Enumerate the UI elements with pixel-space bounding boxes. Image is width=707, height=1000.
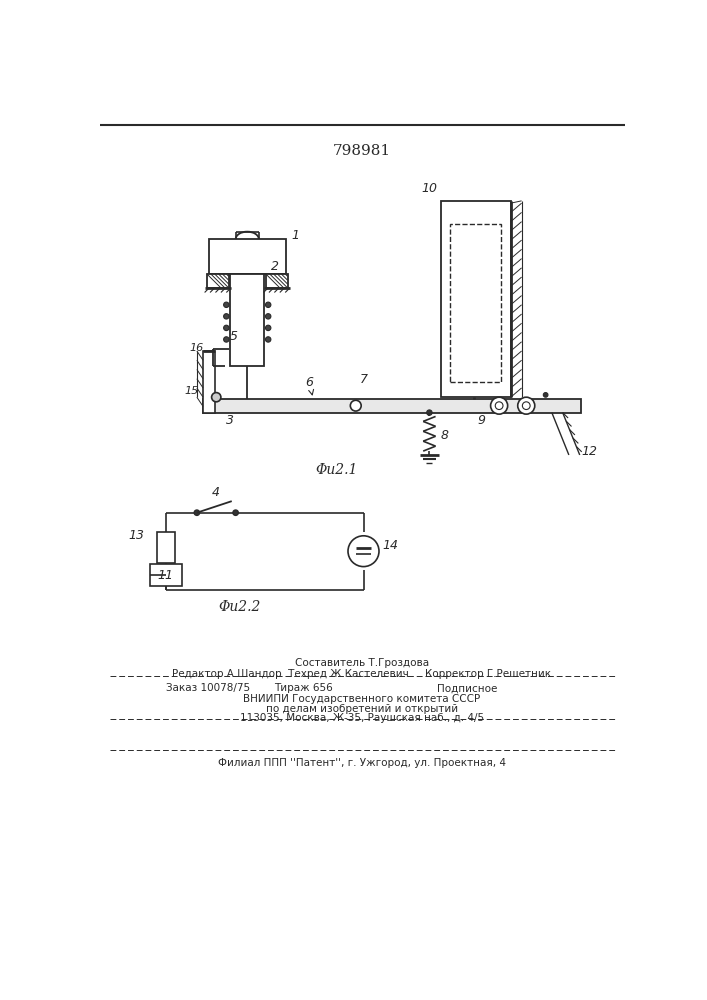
Circle shape: [233, 510, 238, 515]
Circle shape: [518, 397, 534, 414]
Text: Тираж 656: Тираж 656: [274, 683, 333, 693]
Text: Подписное: Подписное: [437, 683, 498, 693]
Text: 9: 9: [477, 414, 486, 427]
Text: 6: 6: [305, 376, 314, 395]
Text: по делам изобретений и открытий: по делам изобретений и открытий: [266, 704, 458, 714]
Circle shape: [522, 402, 530, 410]
Text: 5: 5: [230, 330, 238, 343]
Text: 4: 4: [212, 486, 221, 499]
Bar: [209, 239, 286, 274]
Circle shape: [348, 536, 379, 567]
Bar: [150, 564, 182, 586]
Circle shape: [265, 314, 271, 319]
Text: 2: 2: [271, 260, 279, 273]
Circle shape: [223, 325, 229, 331]
Text: 8: 8: [440, 429, 448, 442]
Bar: [203, 351, 215, 413]
Text: Филиал ППП ''Патент'', г. Ужгород, ул. Проектная, 4: Филиал ППП ''Патент'', г. Ужгород, ул. П…: [218, 758, 506, 768]
Circle shape: [223, 314, 229, 319]
Text: 7: 7: [360, 373, 368, 386]
Circle shape: [223, 337, 229, 342]
Text: 1: 1: [291, 229, 300, 242]
Circle shape: [426, 410, 432, 415]
Text: ВНИИПИ Государственного комитета СССР: ВНИИПИ Государственного комитета СССР: [243, 694, 481, 704]
Text: 12: 12: [581, 445, 597, 458]
Bar: [207, 274, 228, 288]
Bar: [156, 532, 175, 563]
Text: 14: 14: [382, 539, 398, 552]
Text: 10: 10: [421, 182, 437, 195]
Bar: [441, 201, 510, 397]
Circle shape: [265, 325, 271, 331]
Circle shape: [351, 400, 361, 411]
Text: 798981: 798981: [333, 144, 391, 158]
Bar: [203, 399, 580, 413]
Circle shape: [265, 337, 271, 342]
Circle shape: [194, 510, 199, 515]
Text: Φu2.1: Φu2.1: [315, 463, 358, 477]
Bar: [450, 224, 501, 382]
Text: 16: 16: [189, 343, 204, 353]
Circle shape: [491, 397, 508, 414]
Text: 13: 13: [128, 529, 144, 542]
Text: Составитель Т.Гроздова: Составитель Т.Гроздова: [295, 658, 429, 668]
Circle shape: [543, 393, 548, 397]
Bar: [266, 274, 288, 288]
Text: 15: 15: [185, 386, 199, 396]
Text: Заказ 10078/75: Заказ 10078/75: [166, 683, 250, 693]
Bar: [230, 274, 264, 366]
Circle shape: [495, 402, 503, 410]
Text: 113035, Москва, Ж-35, Раушская наб., д. 4/5: 113035, Москва, Ж-35, Раушская наб., д. …: [240, 713, 484, 723]
Text: 3: 3: [226, 414, 234, 427]
Text: Редактор А.Шандор  Техред Ж.Кастелевич     Корректор Г.Решетник: Редактор А.Шандор Техред Ж.Кастелевич Ко…: [173, 669, 551, 679]
Text: 11: 11: [158, 569, 174, 582]
Text: Φu2.2: Φu2.2: [218, 600, 261, 614]
Circle shape: [211, 393, 221, 402]
Circle shape: [223, 302, 229, 307]
Circle shape: [265, 302, 271, 307]
